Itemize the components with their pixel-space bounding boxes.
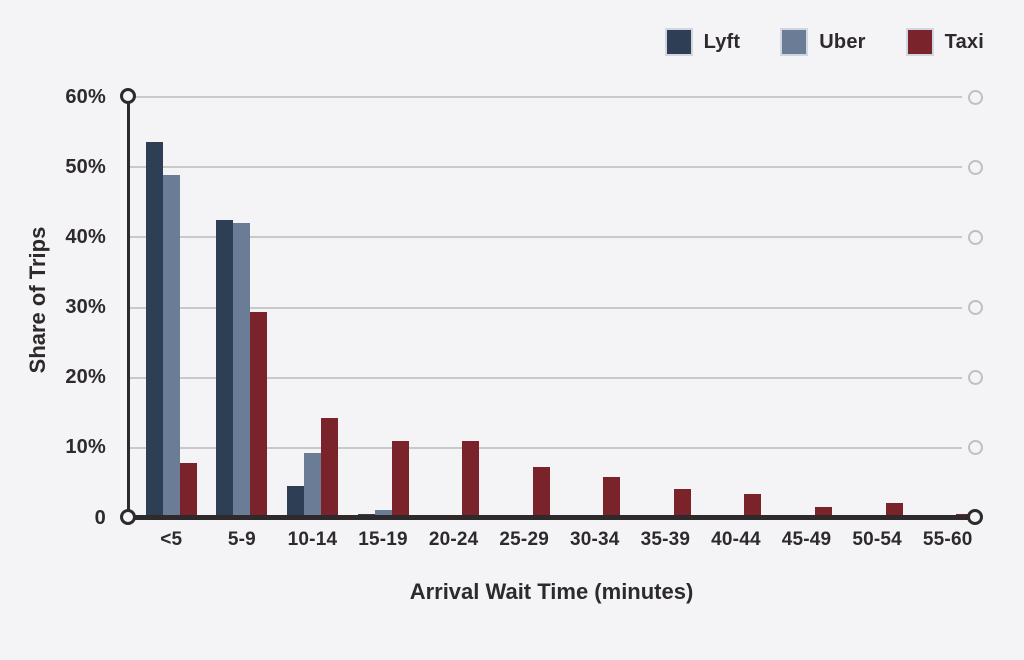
legend-item-uber: Uber [780,28,865,56]
x-tick-label: 30-34 [569,529,620,550]
y-tick-label: 0 [94,506,106,529]
gridline [130,376,962,379]
bar-taxi-50-54 [885,502,903,518]
bar-taxi-20-24 [462,440,480,518]
gridline [130,236,962,239]
bar-taxi-35-39 [673,489,691,518]
y-tick-label: 40% [65,225,106,248]
gridline [130,96,962,98]
gridline-end-circle-icon [968,89,983,105]
plot-area: Arrival Wait Time (minutes) 0 10% 20% 30% 40… [65,86,983,604]
gridline-end-circle-icon [968,440,983,456]
bar-taxi-25-29 [532,466,550,518]
x-tick-label: 40-44 [711,529,761,550]
x-tick-label: 5-9 [227,529,256,550]
x-axis-line [128,515,975,520]
x-tick-label: <5 [160,529,183,550]
x-tick-label: 50-54 [852,529,902,550]
legend-label: Lyft [703,30,741,53]
x-tick-label: 15-19 [358,529,408,550]
x-tick-label: 55-60 [922,529,973,550]
x-tick-label: 45-49 [781,529,832,550]
legend-item-taxi: Taxi [905,28,984,56]
legend-swatch-lyft-icon [664,28,693,56]
legend-swatch-taxi-icon [905,28,934,56]
bar-taxi-15-19 [391,440,409,518]
y-tick-label: 50% [65,155,106,178]
gridline [130,306,962,309]
legend-swatch-uber-icon [780,28,809,56]
x-tick-label: 10-14 [287,529,338,550]
gridline-end-circle-icon [968,159,983,175]
x-axis-end-circle-icon [967,509,983,525]
gridline-end-circle-icon [968,370,983,386]
bar-taxi-<5 [179,462,197,518]
gridline-end-circle-icon [968,300,983,315]
x-tick-label: 25-29 [499,529,549,550]
bar-lyft-10-14 [286,486,304,518]
gridline [130,166,962,169]
legend-item-lyft: Lyft [664,28,741,56]
x-tick-label: 20-24 [428,529,479,550]
legend-label: Taxi [944,30,984,53]
axis-origin-circle-icon [120,509,136,525]
y-axis-line [127,95,130,518]
x-axis-title: Arrival Wait Time (minutes) [409,579,694,604]
bar-taxi-30-34 [603,476,621,518]
bar-taxi-40-44 [744,494,762,518]
bar-uber-15-19 [374,509,392,518]
bar-uber-5-9 [233,223,251,518]
bar-lyft-<5 [145,141,163,518]
y-tick-label: 60% [65,85,106,108]
gridline-end-circle-icon [968,229,983,245]
bar-taxi-10-14 [320,417,338,518]
y-tick-label: 10% [65,436,106,459]
y-axis-top-circle-icon [120,88,136,104]
bar-uber-10-14 [303,452,321,518]
y-tick-label: 20% [65,366,106,389]
legend: Lyft Uber Taxi [664,28,984,56]
bar-uber-<5 [162,174,180,518]
bar-taxi-45-49 [815,507,833,518]
x-tick-label: 35-39 [640,529,691,550]
bar-taxi-5-9 [250,312,268,518]
y-tick-label: 30% [65,296,106,318]
bar-lyft-5-9 [216,219,234,518]
gridline [130,446,962,449]
legend-label: Uber [819,30,866,53]
